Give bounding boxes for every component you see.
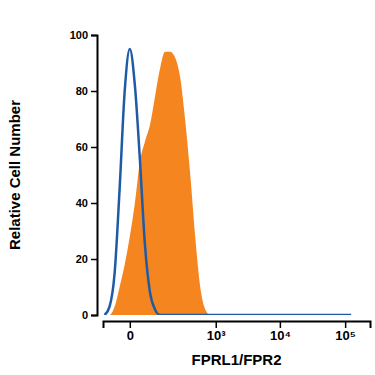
- x-tick-mark: [215, 321, 217, 328]
- y-axis: 0 20 40 60 80 100: [70, 29, 98, 321]
- y-tick: 100: [70, 29, 97, 41]
- x-axis-line: [104, 322, 371, 329]
- y-tick-label: 40: [76, 197, 88, 209]
- x-tick-label: 0: [127, 328, 134, 343]
- y-tick-label: 80: [76, 85, 88, 97]
- x-axis-title: FPRL1/FPR2: [191, 351, 281, 368]
- x-tick: 10⁴: [270, 321, 291, 343]
- histogram-line: [105, 49, 352, 315]
- plot-area: [105, 49, 352, 315]
- y-tick-mark: [91, 91, 97, 93]
- x-tick-mark: [130, 321, 132, 328]
- x-tick-label: 10⁵: [335, 328, 356, 343]
- y-axis-title: Relative Cell Number: [6, 100, 23, 250]
- y-tick: 60: [76, 141, 97, 153]
- x-tick: 10³: [207, 321, 226, 343]
- y-tick-mark: [91, 203, 97, 205]
- y-tick-mark: [91, 315, 97, 317]
- y-tick-label: 100: [70, 29, 88, 41]
- y-tick-mark: [91, 35, 97, 37]
- y-tick-label: 0: [82, 309, 88, 321]
- y-tick-label: 60: [76, 141, 88, 153]
- y-tick-mark: [91, 259, 97, 261]
- x-tick-mark: [280, 321, 282, 328]
- x-tick-label: 10³: [207, 328, 226, 343]
- y-tick: 0: [82, 309, 97, 321]
- y-tick: 40: [76, 197, 97, 209]
- y-tick-label: 20: [76, 253, 88, 265]
- y-tick: 20: [76, 253, 97, 265]
- y-tick: 80: [76, 85, 97, 97]
- x-tick: 0: [127, 321, 134, 343]
- x-tick: 10⁵: [335, 321, 356, 343]
- x-tick-label: 10⁴: [270, 328, 291, 343]
- y-tick-mark: [91, 147, 97, 149]
- y-axis-line: [91, 36, 98, 316]
- x-axis: 0 10³ 10⁴ 10⁵: [104, 321, 371, 343]
- chart: 0 10³ 10⁴ 10⁵ 0 20 40 60 80 100 FPRL1/FPR2 Relative…: [0, 0, 375, 375]
- x-tick-mark: [345, 321, 347, 328]
